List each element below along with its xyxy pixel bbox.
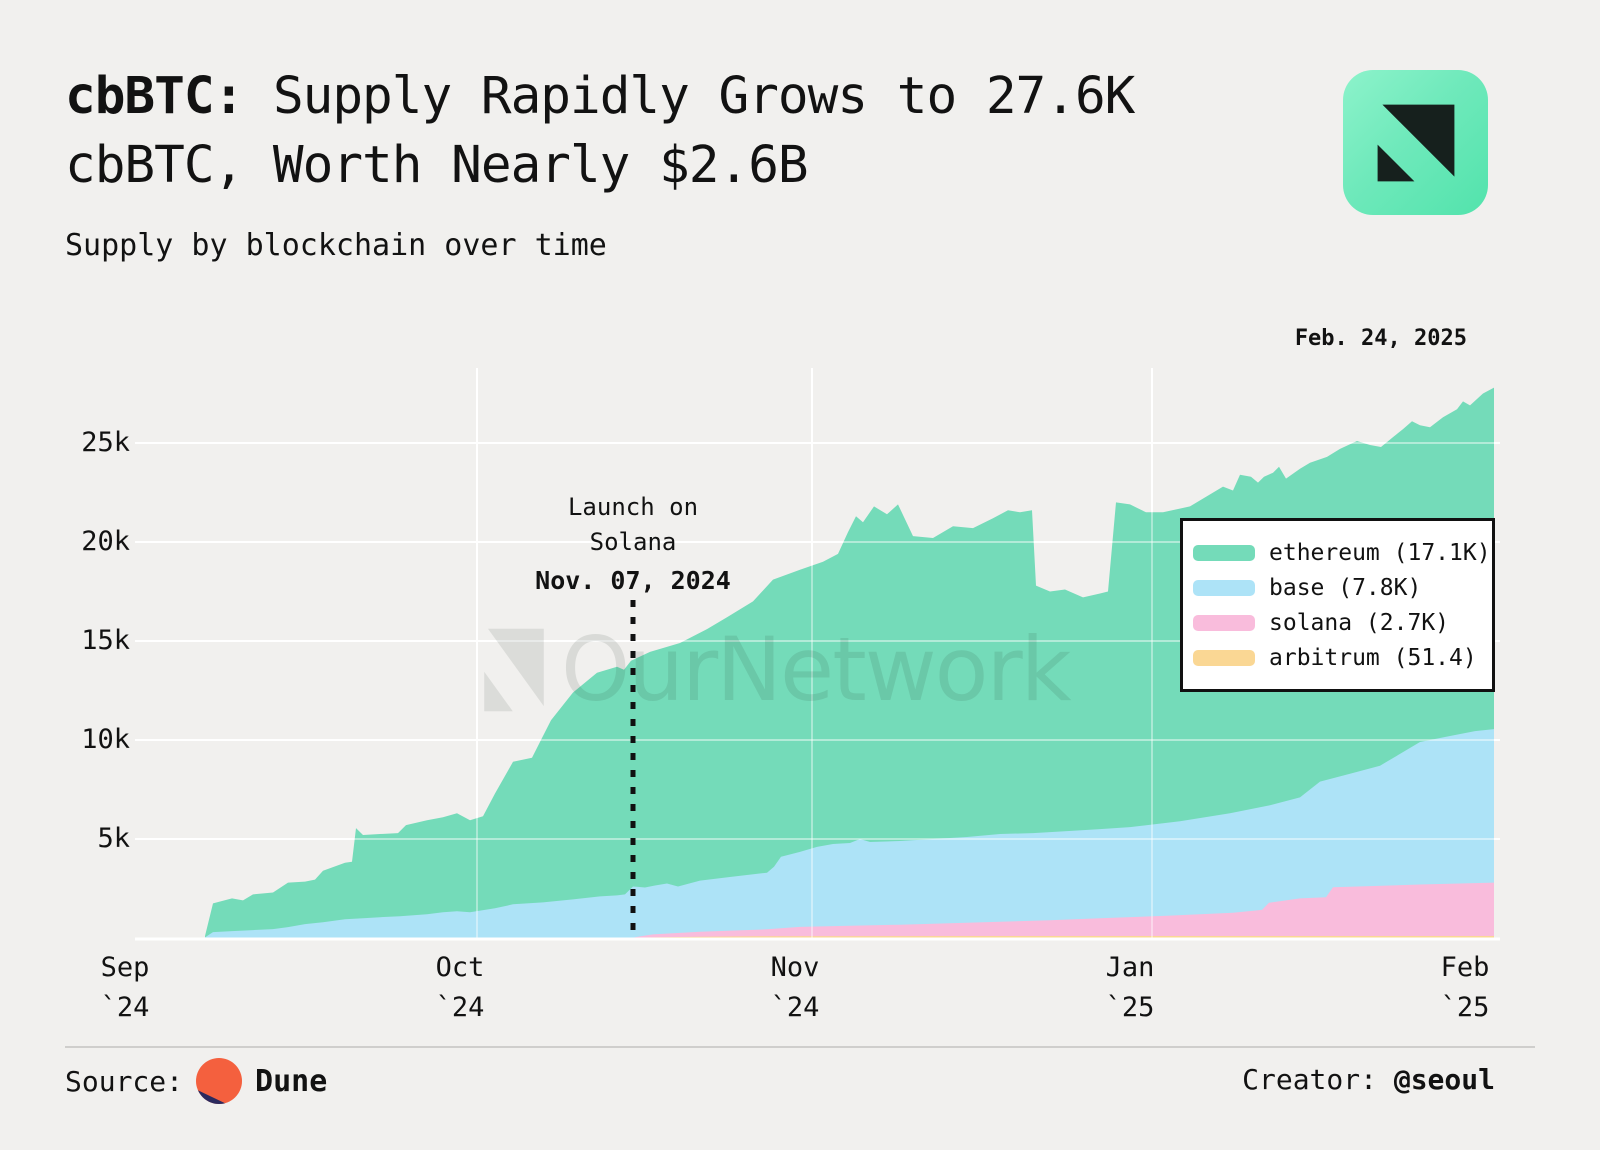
legend-label-solana: solana (2.7K) bbox=[1269, 609, 1450, 636]
footer-divider bbox=[65, 1046, 1535, 1048]
event-annotation: Launch on Solana Nov. 07, 2024 bbox=[473, 490, 793, 598]
x-tick-month: Jan bbox=[1105, 952, 1155, 983]
y-axis-tick-10k: 10k bbox=[81, 724, 130, 755]
page-subtitle: Supply by blockchain over time bbox=[65, 228, 607, 263]
chart-legend: ethereum (17.1K) base (7.8K) solana (2.7K)… bbox=[1180, 518, 1495, 692]
creator-label: Creator: bbox=[1242, 1063, 1377, 1096]
creator-attribution: Creator: @seoul bbox=[1242, 1063, 1495, 1096]
creator-name: @seoul bbox=[1393, 1063, 1495, 1096]
legend-label-arbitrum: arbitrum (51.4) bbox=[1269, 644, 1477, 671]
annotation-date: Nov. 07, 2024 bbox=[535, 566, 731, 595]
legend-swatch-ethereum bbox=[1193, 544, 1255, 561]
page-title: cbBTC: Supply Rapidly Grows to 27.6K cbB… bbox=[65, 62, 1185, 200]
ournetwork-logo bbox=[1343, 70, 1488, 215]
legend-swatch-arbitrum bbox=[1193, 649, 1255, 666]
y-axis-tick-25k: 25k bbox=[81, 427, 130, 458]
annotation-line1: Launch on bbox=[567, 493, 699, 521]
x-tick-year: `24 bbox=[100, 992, 150, 1023]
x-tick-year: `25 bbox=[1105, 992, 1155, 1023]
as-of-date: Feb. 24, 2025 bbox=[1294, 326, 1467, 351]
source-label: Source: bbox=[65, 1064, 184, 1098]
source-name: Dune bbox=[255, 1063, 328, 1099]
x-tick-month: Nov bbox=[770, 952, 820, 983]
area-solana bbox=[633, 882, 1494, 938]
y-axis-tick-20k: 20k bbox=[81, 526, 130, 557]
legend-item-base: base (7.8K) bbox=[1193, 575, 1492, 601]
ournetwork-logo-icon bbox=[1377, 104, 1454, 181]
y-axis-tick-15k: 15k bbox=[81, 625, 130, 656]
source-attribution: Source: Dune bbox=[65, 1056, 327, 1106]
x-axis-tick-Oct: Oct `24 bbox=[380, 948, 540, 1028]
area-ethereum bbox=[205, 387, 1494, 939]
y-axis-tick-5k: 5k bbox=[97, 823, 130, 854]
x-axis-tick-Sep: Sep `24 bbox=[45, 948, 205, 1028]
x-tick-month: Feb bbox=[1440, 952, 1490, 983]
legend-item-solana: solana (2.7K) bbox=[1193, 610, 1492, 636]
x-axis-tick-Jan: Jan `25 bbox=[1050, 948, 1210, 1028]
legend-swatch-solana bbox=[1193, 614, 1255, 631]
area-base bbox=[205, 729, 1494, 938]
legend-label-ethereum: ethereum (17.1K) bbox=[1269, 539, 1491, 566]
x-tick-year: `25 bbox=[1440, 992, 1490, 1023]
annotation-line2: Solana bbox=[589, 528, 677, 556]
legend-item-arbitrum: arbitrum (51.4) bbox=[1193, 645, 1492, 671]
x-tick-year: `24 bbox=[435, 992, 485, 1023]
x-tick-month: Oct bbox=[435, 952, 485, 983]
title-prefix: cbBTC: bbox=[65, 67, 244, 126]
x-axis-tick-Nov: Nov `24 bbox=[715, 948, 875, 1028]
legend-item-ethereum: ethereum (17.1K) bbox=[1193, 540, 1492, 566]
legend-swatch-base bbox=[1193, 579, 1255, 596]
title-rest: Supply Rapidly Grows to 27.6K cbBTC, Wor… bbox=[65, 67, 1135, 195]
x-tick-year: `24 bbox=[770, 992, 820, 1023]
x-axis-tick-Feb: Feb `25 bbox=[1385, 948, 1545, 1028]
legend-label-base: base (7.8K) bbox=[1269, 574, 1422, 601]
dune-logo-icon bbox=[196, 1058, 243, 1104]
x-tick-month: Sep bbox=[100, 952, 150, 983]
